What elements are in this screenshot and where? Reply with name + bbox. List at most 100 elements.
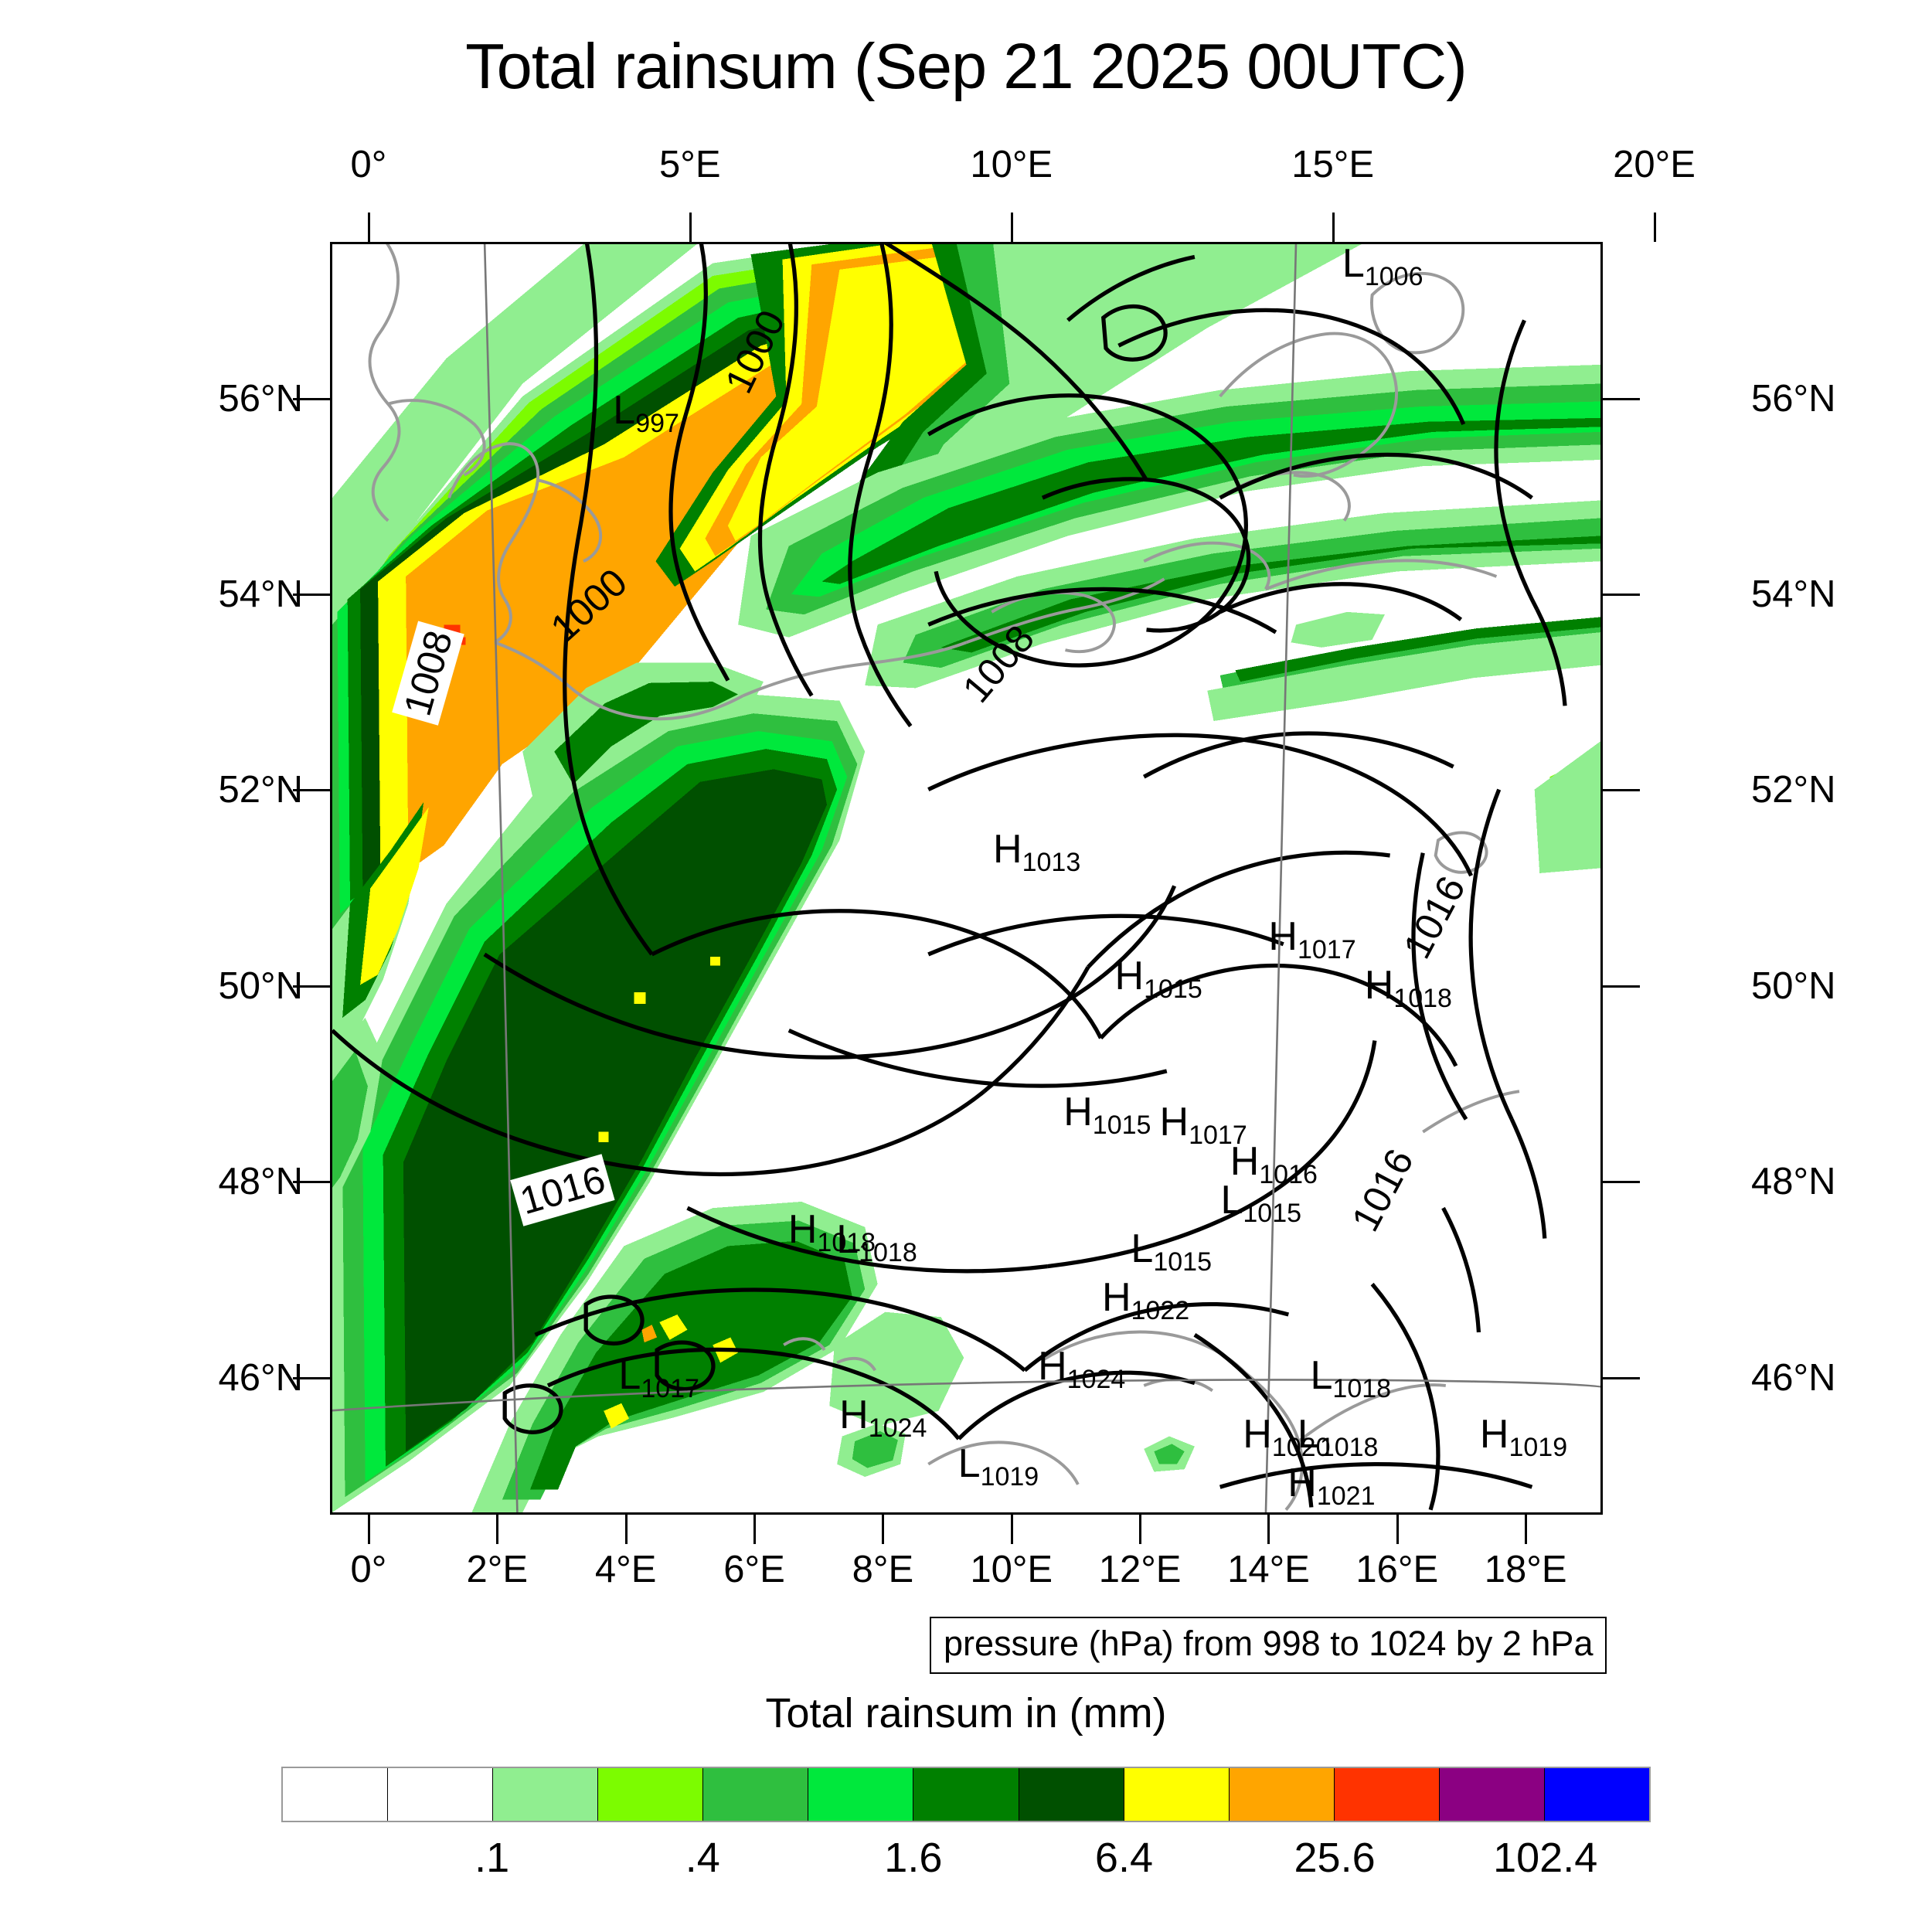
bottom-axis-label-8: 16°E: [1355, 1549, 1439, 1590]
axis-tick-mark: [1603, 985, 1640, 988]
map-graphics: [332, 244, 1600, 1512]
colorbar-segment-7[interactable]: [1019, 1768, 1124, 1821]
page-title: Total rainsum (Sep 21 2025 00UTC): [465, 30, 1468, 102]
pressure-center-value: 1018: [1332, 1374, 1392, 1404]
pressure-center-type: L: [618, 1353, 641, 1399]
left-axis-label-5: 46°N: [218, 1356, 303, 1399]
precipitation-field: [332, 244, 1600, 1512]
pressure-center-h-1017-3: H1017: [1268, 914, 1355, 963]
colorbar-tick-label-3: 6.4: [1094, 1835, 1153, 1881]
left-axis-label-2: 52°N: [218, 769, 303, 811]
pressure-center-h-1021-22: H1021: [1287, 1463, 1375, 1509]
pressure-center-value: 997: [635, 408, 679, 438]
colorbar-tick-label-0: .1: [474, 1835, 510, 1881]
bottom-axis-label-0: 0°: [350, 1549, 387, 1590]
colorbar-segment-1[interactable]: [388, 1768, 494, 1821]
axis-tick-mark: [1603, 1376, 1640, 1379]
axis-tick-mark: [496, 1515, 499, 1544]
colorbar-segment-4[interactable]: [703, 1768, 809, 1821]
pressure-legend: pressure (hPa) from 998 to 1024 by 2 hPa: [930, 1617, 1607, 1674]
right-axis-label-3: 50°N: [1751, 964, 1836, 1007]
colorbar-segment-12[interactable]: [1544, 1768, 1650, 1821]
colorbar-segment-0[interactable]: [283, 1768, 389, 1821]
pressure-center-type: L: [1342, 244, 1365, 287]
pressure-center-value: 1018: [1393, 984, 1452, 1014]
axis-tick-mark: [293, 1181, 330, 1184]
pressure-center-value: 1016: [1259, 1159, 1318, 1189]
pressure-center-value: 1017: [1297, 935, 1356, 965]
pressure-center-value: 1024: [868, 1413, 927, 1443]
pressure-center-l-1019-21: L1019: [958, 1444, 1039, 1490]
pressure-center-l-1018-16: L1018: [1310, 1353, 1391, 1402]
right-axis-label-4: 48°N: [1751, 1161, 1836, 1203]
axis-tick-mark: [1010, 1515, 1013, 1544]
colorbar-tick-label-2: 1.6: [884, 1835, 943, 1881]
pressure-center-type: H: [1063, 1090, 1093, 1135]
pressure-center-l-1018-11: L1018: [836, 1219, 917, 1266]
pressure-center-l-997-0: L997: [613, 390, 679, 437]
pressure-center-h-1013-2: H1013: [993, 829, 1080, 876]
pressure-center-h-1016-8: H1016: [1230, 1138, 1318, 1188]
pressure-center-value: 1017: [1189, 1121, 1247, 1151]
colorbar-segment-2[interactable]: [493, 1768, 599, 1821]
axis-tick-mark: [1332, 213, 1335, 242]
axis-tick-mark: [1603, 789, 1640, 792]
pressure-center-value: 1015: [1092, 1111, 1151, 1141]
colorbar-segment-10[interactable]: [1334, 1768, 1440, 1821]
bottom-axis-label-5: 10°E: [970, 1549, 1053, 1590]
right-axis-label-1: 54°N: [1751, 573, 1836, 616]
axis-tick-mark: [1653, 213, 1656, 242]
left-axis-label-4: 48°N: [218, 1161, 303, 1203]
pressure-center-h-1017-7: H1017: [1159, 1100, 1247, 1148]
pressure-center-type: L: [1220, 1178, 1243, 1223]
pressure-center-h-1015-4: H1015: [1115, 956, 1202, 1002]
axis-tick-mark: [1396, 1515, 1399, 1544]
pressure-center-type: H: [1268, 914, 1298, 960]
pressure-center-l-1006-1: L1006: [1342, 244, 1423, 290]
colorbar-segment-11[interactable]: [1439, 1768, 1545, 1821]
isobars: [332, 244, 1567, 1511]
bottom-axis-label-3: 6°E: [723, 1549, 785, 1590]
colorbar-segment-6[interactable]: [913, 1768, 1019, 1821]
axis-tick-mark: [753, 1515, 756, 1544]
axis-tick-mark: [1603, 397, 1640, 400]
colorbar-segment-5[interactable]: [808, 1768, 914, 1821]
pressure-center-l-1017-14: L1017: [618, 1353, 699, 1402]
top-axis-label-0: 0°: [350, 144, 387, 185]
pressure-center-h-1022-13: H1022: [1102, 1277, 1189, 1324]
pressure-center-type: H: [1230, 1138, 1260, 1184]
pressure-center-type: H: [1159, 1100, 1189, 1145]
pressure-center-value: 1015: [1144, 974, 1202, 1004]
axis-tick-mark: [1603, 1181, 1640, 1184]
colorbar[interactable]: [281, 1767, 1651, 1822]
pressure-center-h-1020-18: H1020: [1243, 1412, 1330, 1461]
pressure-center-value: 1006: [1364, 262, 1423, 292]
axis-tick-mark: [293, 985, 330, 988]
right-axis-label-5: 46°N: [1751, 1356, 1836, 1399]
left-axis-label-3: 50°N: [218, 964, 303, 1007]
colorbar-title: Total rainsum in (mm): [765, 1690, 1167, 1736]
pressure-center-value: 1021: [1316, 1481, 1376, 1512]
bottom-axis-label-1: 2°E: [466, 1549, 529, 1590]
map-canvas: 1000 1000 1008 1008 1016 1016 1016 L997 L1006 H1…: [332, 244, 1600, 1512]
bottom-axis-label-9: 18°E: [1484, 1549, 1567, 1590]
axis-tick-mark: [624, 1515, 628, 1544]
pressure-center-h-1015-6: H1015: [1063, 1090, 1151, 1138]
bottom-axis-label-6: 12°E: [1098, 1549, 1182, 1590]
pressure-center-type: L: [1297, 1412, 1320, 1457]
colorbar-tick-label-1: .4: [685, 1835, 720, 1881]
colorbar-segment-3[interactable]: [598, 1768, 704, 1821]
pressure-center-type: L: [1131, 1226, 1154, 1272]
pressure-center-type: H: [1243, 1412, 1272, 1457]
pressure-center-l-1015-9: L1015: [1220, 1178, 1301, 1226]
pressure-center-type: H: [787, 1206, 818, 1252]
pressure-center-h-1024-17: H1024: [839, 1395, 927, 1441]
colorbar-segment-9[interactable]: [1229, 1768, 1335, 1821]
map-plot-area[interactable]: 1000 1000 1008 1008 1016 1016 1016 L997 L1006 H1…: [330, 242, 1603, 1515]
colorbar-segment-8[interactable]: [1124, 1768, 1230, 1821]
top-axis-label-3: 15°E: [1291, 144, 1375, 185]
axis-tick-mark: [882, 1515, 885, 1544]
axis-tick-mark: [293, 789, 330, 792]
pressure-center-type: L: [1310, 1353, 1333, 1399]
pressure-center-l-1015-12: L1015: [1131, 1226, 1212, 1275]
